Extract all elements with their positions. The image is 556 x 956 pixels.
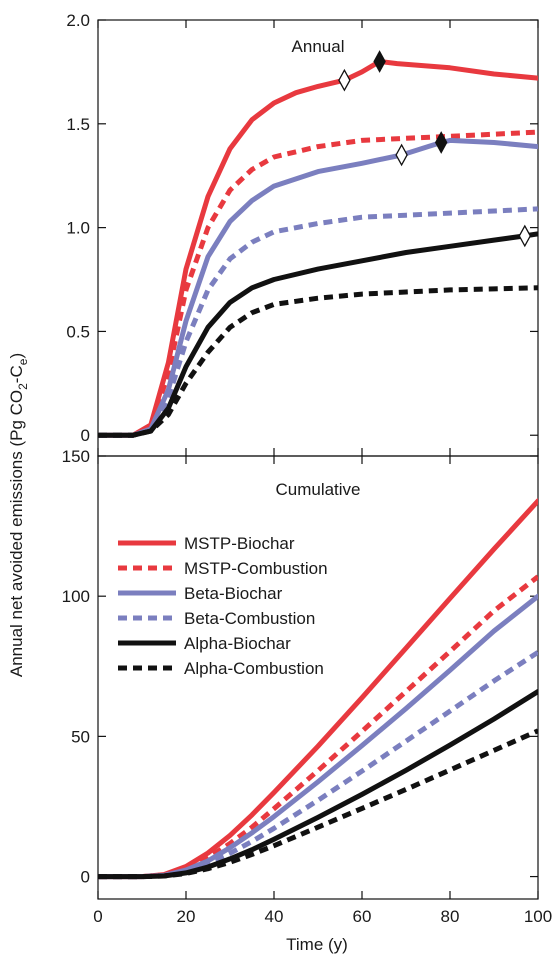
x-axis-label: Time (y): [286, 935, 348, 954]
series-line-mstp-biochar: [98, 59, 538, 438]
marker-open-mstp-biochar: [338, 68, 351, 92]
marker-filled-beta-biochar: [434, 131, 448, 154]
x-tick-label: 80: [441, 907, 460, 926]
x-tick-label: 40: [265, 907, 284, 926]
series-line-mstp-biochar: [98, 498, 538, 880]
y-tick-label: 0: [81, 426, 90, 445]
plot-frame: [97, 455, 539, 900]
x-tick-label: 20: [177, 907, 196, 926]
y-axis-label-mid: -C: [7, 365, 26, 383]
cumulative-panel: 0 50 100 150 0 20 40 60 80 100 Cumulative MSTP-Bioc…: [62, 447, 553, 926]
series-line-mstp-combustion: [98, 574, 538, 880]
y-axis-label-main: Annual net avoided emissions (Pg CO: [7, 390, 26, 677]
y-tick-label: 100: [62, 587, 90, 606]
y-tick-label: 0: [81, 868, 90, 887]
series-line-alpha-combustion: [98, 728, 538, 880]
series-lines: [98, 498, 538, 880]
x-tick-label: 60: [353, 907, 372, 926]
y-tick-label: 50: [71, 727, 90, 746]
marker-open-beta-biochar: [395, 143, 408, 167]
legend-label-beta-combustion: Beta-Combustion: [184, 609, 315, 628]
x-tick-label: 0: [93, 907, 102, 926]
y-tick-label: 1.5: [66, 115, 90, 134]
legend-label-alpha-biochar: Alpha-Biochar: [184, 634, 291, 653]
y-axis-label: Annual net avoided emissions (Pg CO2-Ce): [7, 353, 30, 677]
legend-label-mstp-combustion: MSTP-Combustion: [184, 559, 328, 578]
y-tick-label: 150: [62, 447, 90, 466]
legend: MSTP-Biochar MSTP-Combustion Beta-Biochar B…: [118, 534, 328, 678]
series-line-mstp-combustion: [98, 129, 538, 438]
y-axis-label-sub-2: 2: [16, 383, 30, 390]
series-line-beta-combustion: [98, 206, 538, 438]
annual-panel: 0 0.5 1.0 1.5 2.0 Annual: [66, 11, 539, 457]
panel-title: Cumulative: [275, 480, 360, 499]
series-line-alpha-biochar: [98, 689, 538, 880]
series-lines: [98, 59, 538, 438]
marker-open-alpha-biochar: [518, 224, 532, 248]
panel-title: Annual: [292, 37, 345, 56]
series-line-beta-combustion: [98, 650, 538, 880]
legend-label-mstp-biochar: MSTP-Biochar: [184, 534, 295, 553]
y-tick-label: 1.0: [66, 219, 90, 238]
series-line-alpha-combustion: [98, 285, 538, 438]
series-line-beta-biochar: [98, 593, 538, 880]
y-axis-label-sub-e: e: [16, 358, 30, 365]
y-tick-label: 0.5: [66, 322, 90, 341]
x-tick-label: 100: [524, 907, 552, 926]
legend-label-alpha-combustion: Alpha-Combustion: [184, 659, 324, 678]
y-tick-label: 2.0: [66, 11, 90, 30]
marker-filled-mstp-biochar: [373, 50, 386, 73]
legend-label-beta-biochar: Beta-Biochar: [184, 584, 283, 603]
y-axis-label-end: ): [7, 353, 26, 359]
